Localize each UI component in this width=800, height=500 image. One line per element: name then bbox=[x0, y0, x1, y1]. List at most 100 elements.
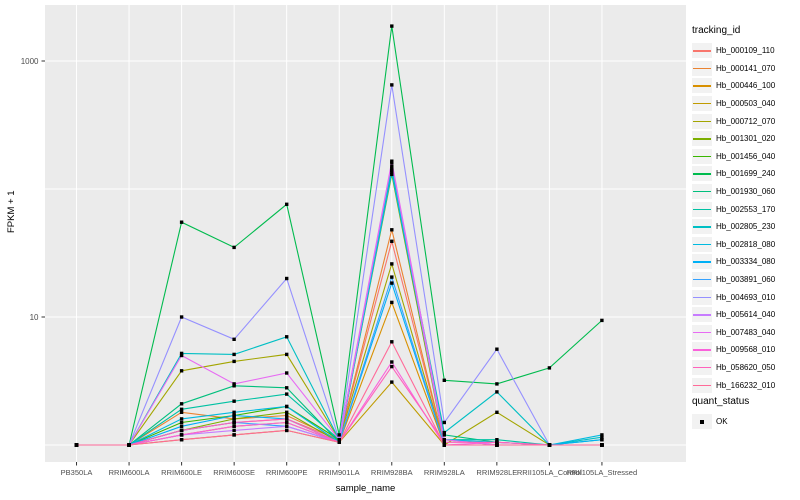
data-point bbox=[179, 438, 184, 442]
line-swatch-icon bbox=[693, 296, 711, 298]
legend-entry-ok: OK bbox=[692, 413, 749, 431]
data-point bbox=[495, 443, 499, 447]
data-point bbox=[232, 410, 236, 414]
data-point bbox=[600, 433, 604, 437]
line-swatch-icon bbox=[693, 261, 711, 263]
data-point bbox=[337, 440, 341, 444]
data-point bbox=[285, 386, 289, 390]
x-tick-label: RRIM928BA bbox=[371, 468, 413, 477]
line-swatch-icon bbox=[693, 103, 711, 105]
data-point bbox=[179, 369, 184, 373]
legend-entry: Hb_005614_040 bbox=[692, 306, 775, 324]
data-point bbox=[390, 380, 394, 384]
x-tick-label: RRIM600SE bbox=[213, 468, 255, 477]
data-point bbox=[232, 337, 236, 341]
data-point bbox=[127, 443, 131, 447]
line-swatch-icon bbox=[693, 173, 711, 175]
data-point bbox=[179, 220, 184, 224]
data-point bbox=[232, 382, 236, 386]
data-point bbox=[442, 420, 446, 425]
legend-entry: Hb_000503_040 bbox=[692, 95, 775, 113]
data-point bbox=[179, 428, 184, 433]
line-swatch-icon bbox=[693, 366, 711, 369]
x-tick-label: RRII105LA_Control bbox=[517, 468, 582, 477]
data-point bbox=[179, 433, 184, 437]
legend-entry: Hb_003891_060 bbox=[692, 271, 775, 289]
legend-entry: Hb_000446_100 bbox=[692, 77, 775, 95]
legend-entry: Hb_000141_070 bbox=[692, 60, 775, 78]
legend-entry: Hb_166232_010 bbox=[692, 376, 775, 394]
data-point bbox=[285, 410, 289, 414]
data-point bbox=[179, 351, 184, 356]
legend-entry-label: Hb_007483_040 bbox=[716, 327, 776, 337]
data-point bbox=[179, 407, 184, 411]
data-point bbox=[285, 404, 289, 409]
data-point bbox=[285, 417, 289, 421]
data-point bbox=[179, 402, 184, 406]
legend-quant-status: quant_status OK bbox=[692, 396, 749, 431]
x-tick-label: RRIM928LE bbox=[476, 468, 517, 477]
legend-entry-label: Hb_003334_080 bbox=[716, 257, 776, 267]
data-point bbox=[285, 428, 289, 433]
legend-entry: Hb_009568_010 bbox=[692, 341, 775, 359]
x-tick-label: RRIM600LE bbox=[161, 468, 202, 477]
data-point bbox=[442, 443, 446, 447]
series-color-key bbox=[692, 307, 712, 323]
data-point bbox=[495, 410, 499, 414]
line-swatch-icon bbox=[693, 208, 711, 211]
data-point bbox=[600, 435, 604, 439]
legend-tracking-id-title: tracking_id bbox=[692, 25, 741, 36]
data-point bbox=[179, 417, 184, 421]
data-point bbox=[390, 239, 394, 243]
data-point bbox=[390, 364, 394, 369]
line-swatch-icon bbox=[693, 191, 711, 193]
data-point bbox=[232, 359, 236, 364]
data-point bbox=[547, 443, 552, 447]
data-point bbox=[179, 420, 184, 425]
series-color-key bbox=[692, 184, 712, 200]
legend-entry-ok-label: OK bbox=[716, 417, 728, 427]
series-color-key bbox=[692, 166, 712, 182]
series-color-key bbox=[692, 254, 712, 270]
data-point bbox=[285, 420, 289, 425]
data-point bbox=[390, 340, 394, 344]
data-point bbox=[232, 424, 236, 428]
x-tick-label: RRIM600PE bbox=[266, 468, 308, 477]
legend-entry-label: Hb_001930_060 bbox=[716, 187, 776, 197]
data-point bbox=[232, 413, 236, 418]
ok-marker-key bbox=[692, 414, 712, 430]
data-point bbox=[442, 378, 446, 382]
legend-entry-label: Hb_005614_040 bbox=[716, 310, 776, 320]
data-point bbox=[232, 428, 236, 433]
line-swatch-icon bbox=[693, 50, 711, 52]
data-point bbox=[547, 366, 552, 370]
data-point bbox=[495, 440, 499, 444]
legend-entry: Hb_000712_070 bbox=[692, 112, 775, 130]
data-point bbox=[232, 433, 236, 437]
data-point bbox=[285, 371, 289, 375]
line-swatch-icon bbox=[693, 138, 711, 140]
line-swatch-icon bbox=[693, 226, 711, 228]
data-point bbox=[442, 440, 446, 444]
legend-entry-label: Hb_000446_100 bbox=[716, 81, 776, 91]
x-tick-label: RRIM600LA bbox=[109, 468, 150, 477]
y-tick-label: 1000 bbox=[21, 57, 39, 66]
line-swatch-icon bbox=[693, 349, 711, 351]
line-swatch-icon bbox=[693, 279, 711, 281]
legend-entry: Hb_007483_040 bbox=[692, 324, 775, 342]
data-point bbox=[285, 202, 289, 206]
series-color-key bbox=[692, 377, 712, 393]
data-point bbox=[390, 170, 394, 174]
series-color-key bbox=[692, 359, 712, 375]
legend-entry-label: Hb_001699_240 bbox=[716, 169, 776, 179]
data-point bbox=[495, 382, 499, 386]
data-point bbox=[179, 315, 184, 319]
series-color-key bbox=[692, 219, 712, 235]
legend-entry-label: Hb_004693_010 bbox=[716, 292, 776, 302]
legend-entry: Hb_002818_080 bbox=[692, 236, 775, 254]
legend-entry: Hb_003334_080 bbox=[692, 253, 775, 271]
data-point bbox=[232, 384, 236, 388]
legend-entry: Hb_004693_010 bbox=[692, 288, 775, 306]
